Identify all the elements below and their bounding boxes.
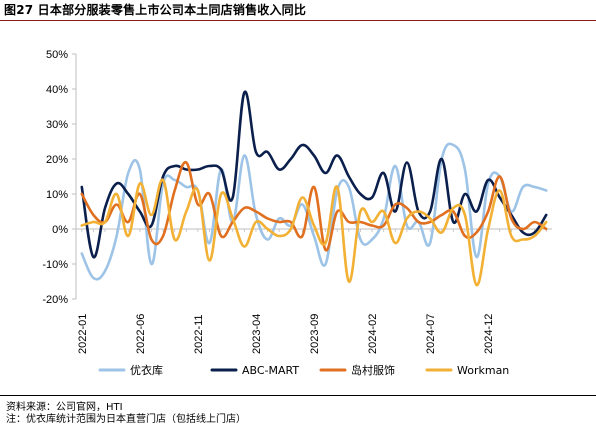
x-tick-label: 2023-04 [251,314,263,354]
y-axis: -20% -10% 0% 10% 20% 30% 40% 50% [42,49,77,306]
y-tick-label: 40% [46,84,68,96]
series-workman [80,178,548,287]
legend-label-shimamura: 岛村服饰 [351,363,395,377]
x-tick-label: 2023-09 [309,314,321,354]
x-tick-label: 2024-12 [483,314,495,354]
series-uniqlo [80,142,548,281]
line-chart: -20% -10% 0% 10% 20% 30% 40% 50% 2022-01 2022-06… [42,49,552,377]
y-tick-label: 10% [46,189,68,201]
source-note: 资料来源：公司官网，HTI [6,402,123,413]
x-tick-label: 2024-07 [425,314,437,354]
legend-label-abcmart: ABC-MART [242,364,299,377]
y-tick-label: 0% [52,224,68,236]
footer-rule [0,395,596,396]
legend-label-uniqlo: 优衣库 [130,363,163,377]
legend-label-workman: Workman [457,364,509,377]
y-tick-label: 50% [46,49,68,61]
y-tick-label: 20% [46,154,68,166]
series-line-workman [80,178,548,287]
page-title: 图27 日本部分服装零售上市公司本土同店销售收入同比 [4,3,307,17]
x-tick-label: 2024-02 [367,314,379,354]
series-line-uniqlo [80,142,548,281]
y-tick-label: -20% [42,294,68,306]
extra-note: 注：优衣库统计范围为日本直营门店（包括线上门店） [6,414,246,425]
series-layer [80,90,548,287]
x-tick-label: 2022-11 [193,314,205,354]
title-rule [0,20,596,21]
legend: 优衣库 ABC-MART 岛村服饰 Workman [98,363,509,377]
x-tick-label: 2022-01 [77,314,89,354]
y-tick-label: -10% [42,259,68,271]
y-tick-label: 30% [46,119,68,131]
x-tick-label: 2022-06 [135,314,147,354]
